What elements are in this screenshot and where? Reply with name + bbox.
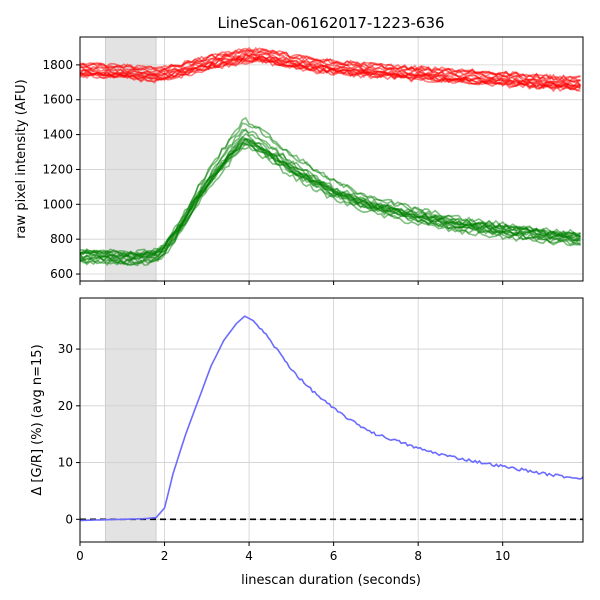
bottom-xtick-label: 4 (245, 549, 253, 563)
bottom-shaded-region (104, 297, 157, 543)
top-ytick-label: 1200 (42, 162, 73, 176)
bottom-xtick-label: 0 (76, 549, 84, 563)
bottom-series-line (80, 315, 584, 522)
bottom-xtick-label: 10 (495, 549, 510, 563)
bottom-panel: 0 2 4 6 8 10 0 10 20 30 Δ [G/R] (%) (avg n=15) li… (30, 297, 584, 588)
top-series-red-trace (79, 47, 581, 81)
top-series-green-trace (79, 138, 581, 266)
bottom-ylabel: Δ [G/R] (%) (avg n=15) (30, 344, 45, 495)
bottom-ytick-label: 0 (65, 512, 73, 526)
top-series-red-trace (79, 57, 581, 92)
bottom-axes-frame (79, 297, 584, 543)
top-panel: LineScan-06162017-1223-636 600 800 1000 120… (14, 14, 584, 285)
top-ylabel: raw pixel intensity (AFU) (14, 79, 29, 239)
bottom-xtick-label: 8 (414, 549, 422, 563)
bottom-ytick-label: 10 (58, 456, 73, 470)
bottom-xtick-label: 6 (330, 549, 338, 563)
top-ytick-label: 1800 (42, 58, 73, 72)
top-title: LineScan-06162017-1223-636 (217, 14, 444, 32)
top-series-red-trace (79, 47, 581, 82)
top-ytick-label: 600 (50, 267, 73, 281)
top-series-red-trace (79, 52, 582, 87)
top-ytick-label: 1400 (42, 128, 73, 142)
bottom-ytick-label: 20 (58, 399, 73, 413)
bottom-xtick-label: 2 (161, 549, 169, 563)
top-ytick-label: 1600 (42, 93, 73, 107)
top-ytick-label: 1000 (42, 197, 73, 211)
top-axes-frame (79, 36, 584, 282)
bottom-ytick-label: 30 (58, 342, 73, 356)
top-series-green-trace (79, 116, 581, 260)
top-ytick-label: 800 (50, 232, 73, 246)
bottom-xlabel: linescan duration (seconds) (241, 573, 421, 588)
